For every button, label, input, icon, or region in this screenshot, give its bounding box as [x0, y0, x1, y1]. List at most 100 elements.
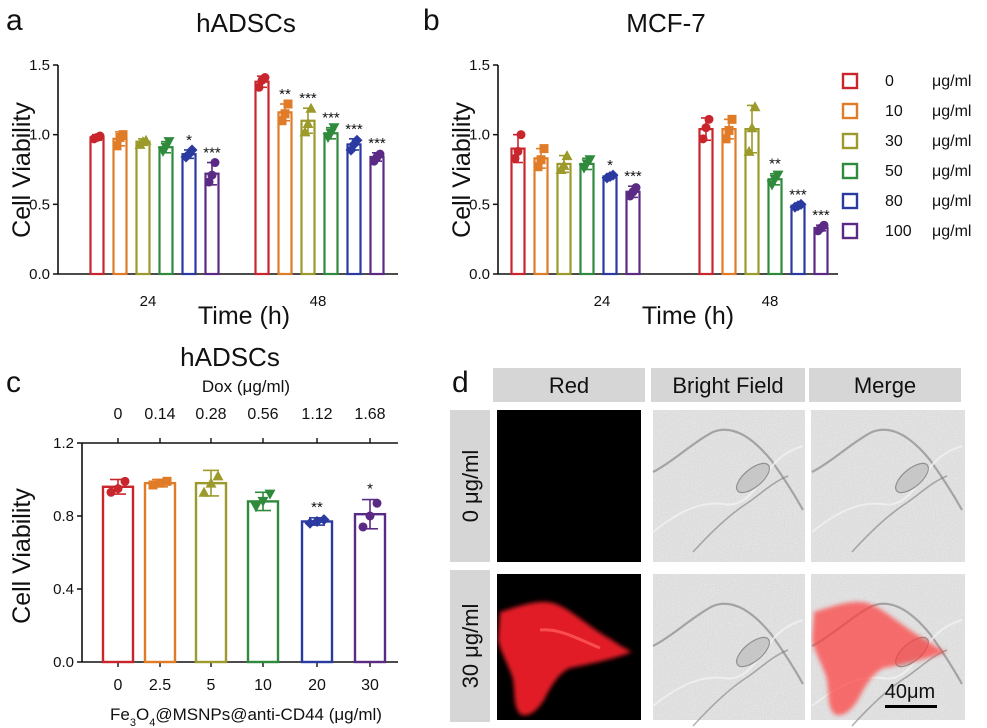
data-point — [536, 155, 546, 165]
panel-letter-c: c — [6, 366, 21, 399]
significance-label: *** — [789, 186, 807, 203]
chart-b: MCF-7 Cell Viability Time (h) 0.0 0.5 1.0 1… — [448, 8, 838, 330]
legend-unit: μg/ml — [932, 163, 971, 180]
legend-value: 50 — [885, 163, 903, 180]
x-tick-label: 48 — [762, 293, 779, 310]
data-point — [140, 134, 152, 145]
bar — [89, 136, 105, 276]
legend-unit: μg/ml — [932, 73, 971, 90]
data-point — [533, 162, 543, 172]
data-point — [257, 496, 269, 507]
data-point — [351, 134, 363, 146]
data-point — [513, 146, 523, 156]
data-point — [162, 476, 172, 486]
data-point — [558, 159, 570, 170]
data-point — [163, 137, 175, 148]
y-tick-label: 1.5 — [469, 57, 490, 74]
bar — [135, 140, 151, 276]
chart-c-xlabel-tail: @MSNPs@anti-CD44 (μg/ml) — [155, 705, 382, 724]
header-merge-bg — [809, 368, 961, 402]
data-point — [607, 169, 619, 181]
data-point — [186, 144, 198, 156]
bar — [369, 155, 385, 276]
row-label-30: 30 μg/ml — [458, 604, 483, 689]
data-point — [372, 498, 382, 508]
chart-c-xlabel-o: O — [136, 705, 149, 724]
chart-c-xlabel-fe: Fe — [110, 705, 130, 724]
data-point — [795, 198, 807, 210]
row-label-0-bg — [450, 410, 490, 562]
data-point — [375, 149, 385, 159]
bar — [323, 132, 339, 276]
x-tick-label: 5 — [207, 677, 216, 694]
header-red-bg — [493, 368, 645, 402]
bar — [158, 146, 174, 276]
y-tick-label: 0.5 — [469, 196, 490, 213]
image-red-0 — [497, 410, 641, 562]
bar — [579, 162, 595, 276]
legend-value: 100 — [885, 223, 912, 240]
y-tick-label: 0.8 — [53, 508, 74, 525]
top-tick-label: 1.68 — [354, 406, 385, 423]
data-point — [198, 486, 210, 497]
legend-value: 30 — [885, 133, 903, 150]
bar — [533, 157, 549, 276]
data-point — [210, 158, 220, 168]
significance-label: ** — [279, 86, 291, 103]
data-point — [631, 183, 641, 193]
x-tick-label: 48 — [310, 293, 327, 310]
bar — [698, 127, 714, 276]
row-label-30-bg — [450, 570, 490, 722]
top-tick-label: 0.28 — [195, 406, 226, 423]
data-point — [106, 487, 116, 497]
data-point — [260, 73, 270, 83]
bar — [300, 119, 316, 276]
bar — [602, 175, 618, 276]
significance-label: * — [607, 157, 613, 174]
significance-label: *** — [368, 135, 386, 152]
data-point — [155, 478, 165, 488]
bar — [143, 481, 177, 664]
legend-unit: μg/ml — [932, 103, 971, 120]
bar — [625, 190, 641, 276]
data-point — [704, 114, 714, 124]
significance-label: *** — [624, 168, 642, 185]
data-point — [510, 153, 520, 163]
header-merge: Merge — [854, 373, 916, 398]
bar — [194, 481, 228, 664]
bar — [254, 80, 270, 276]
data-point — [148, 480, 158, 490]
legend-unit: μg/ml — [932, 193, 971, 210]
bar — [204, 172, 220, 276]
data-point — [254, 82, 264, 92]
chart-c-xlabel: Fe3O4@MSNPs@anti-CD44 (μg/ml) — [110, 705, 382, 728]
bar — [277, 111, 293, 276]
legend-swatch — [841, 132, 859, 150]
legend-value: 10 — [885, 103, 903, 120]
data-point — [318, 514, 330, 526]
significance-label: *** — [812, 207, 830, 224]
bar — [556, 162, 572, 276]
x-tick-label: 10 — [254, 677, 272, 694]
chart-b-title: MCF-7 — [626, 8, 705, 38]
x-tick-label: 24 — [140, 293, 157, 310]
bar — [101, 485, 135, 664]
significance-label: * — [186, 132, 192, 149]
bar — [767, 178, 783, 276]
y-tick-label: 0.0 — [29, 266, 50, 283]
data-point — [112, 141, 122, 151]
significance-label: *** — [322, 110, 340, 127]
data-point — [727, 114, 737, 124]
legend-swatch — [841, 102, 859, 120]
y-tick-label: 0.0 — [469, 266, 490, 283]
significance-label: *** — [299, 90, 317, 107]
data-point — [95, 131, 105, 141]
significance-label: ** — [311, 499, 323, 516]
data-point — [204, 177, 214, 187]
data-point — [698, 134, 708, 144]
significance-label: ** — [769, 156, 781, 173]
data-point — [365, 511, 375, 521]
chart-c-xlabel-sub2: 4 — [149, 717, 155, 728]
scale-bar-label: 40μm — [885, 681, 935, 703]
